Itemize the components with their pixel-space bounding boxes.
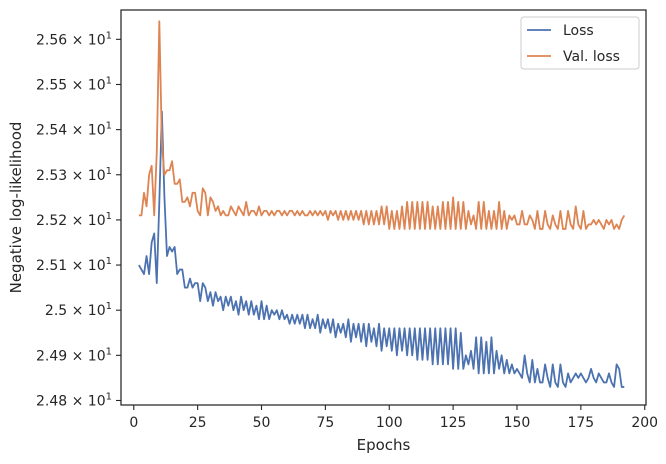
x-tick-label: 25 <box>189 415 207 431</box>
y-tick-label: 2.52 × 101 <box>36 211 112 229</box>
legend-label-val-loss: Val. loss <box>563 49 620 65</box>
y-tick-label: 2.49 × 101 <box>36 346 112 364</box>
x-axis: 0 25 50 75 100 125 150 175 200 <box>129 405 658 431</box>
x-tick-label: 75 <box>316 415 334 431</box>
x-tick-label: 100 <box>376 415 403 431</box>
y-tick-label: 2.56 × 101 <box>36 30 112 48</box>
x-tick-label: 150 <box>504 415 531 431</box>
x-tick-label: 200 <box>631 415 658 431</box>
x-tick-label: 125 <box>440 415 467 431</box>
y-tick-label: 2.54 × 101 <box>36 121 112 139</box>
series-line-val-loss <box>138 20 626 230</box>
x-tick-label: 175 <box>567 415 594 431</box>
legend: Loss Val. loss <box>520 16 640 70</box>
y-tick-label: 2.5 × 101 <box>45 301 112 319</box>
y-tick-label: 2.55 × 101 <box>36 75 112 93</box>
x-tick-label: 0 <box>129 415 138 431</box>
y-tick-label: 2.53 × 101 <box>36 166 112 184</box>
y-tick-label: 2.48 × 101 <box>36 391 112 409</box>
plot-frame <box>120 9 647 406</box>
y-tick-label: 2.51 × 101 <box>36 256 112 274</box>
legend-label-loss: Loss <box>563 23 594 39</box>
y-axis-label: Negative log-likelihood <box>7 122 25 294</box>
series-line-loss <box>138 110 625 388</box>
series-lines <box>138 20 626 388</box>
y-axis: 2.48 × 101 2.49 × 101 2.5 × 101 2.51 × 101 2… <box>36 30 121 409</box>
x-axis-label: Epochs <box>357 436 411 454</box>
x-tick-label: 50 <box>253 415 271 431</box>
